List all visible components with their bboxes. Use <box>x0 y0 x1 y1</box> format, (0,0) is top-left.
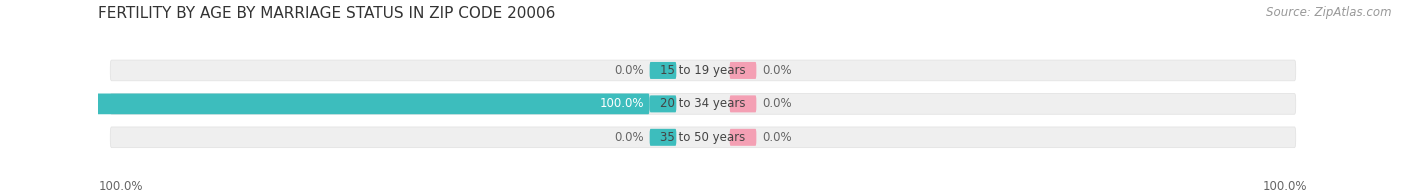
Text: Source: ZipAtlas.com: Source: ZipAtlas.com <box>1267 6 1392 19</box>
Text: 100.0%: 100.0% <box>98 180 143 193</box>
FancyBboxPatch shape <box>110 60 1296 81</box>
Legend: Married, Unmarried: Married, Unmarried <box>617 194 789 196</box>
FancyBboxPatch shape <box>650 129 676 146</box>
Text: 0.0%: 0.0% <box>762 64 792 77</box>
FancyBboxPatch shape <box>650 95 676 112</box>
FancyBboxPatch shape <box>110 127 1296 148</box>
FancyBboxPatch shape <box>56 93 650 114</box>
Text: 100.0%: 100.0% <box>599 97 644 110</box>
FancyBboxPatch shape <box>110 93 1296 114</box>
Text: 35 to 50 years: 35 to 50 years <box>661 131 745 144</box>
FancyBboxPatch shape <box>730 95 756 112</box>
Text: 0.0%: 0.0% <box>762 97 792 110</box>
Text: 20 to 34 years: 20 to 34 years <box>661 97 745 110</box>
FancyBboxPatch shape <box>730 129 756 146</box>
FancyBboxPatch shape <box>650 62 676 79</box>
Text: 0.0%: 0.0% <box>614 64 644 77</box>
Text: 100.0%: 100.0% <box>1263 180 1308 193</box>
Text: 0.0%: 0.0% <box>614 131 644 144</box>
FancyBboxPatch shape <box>730 62 756 79</box>
Text: 0.0%: 0.0% <box>762 131 792 144</box>
Text: FERTILITY BY AGE BY MARRIAGE STATUS IN ZIP CODE 20006: FERTILITY BY AGE BY MARRIAGE STATUS IN Z… <box>98 6 555 21</box>
Text: 15 to 19 years: 15 to 19 years <box>661 64 745 77</box>
